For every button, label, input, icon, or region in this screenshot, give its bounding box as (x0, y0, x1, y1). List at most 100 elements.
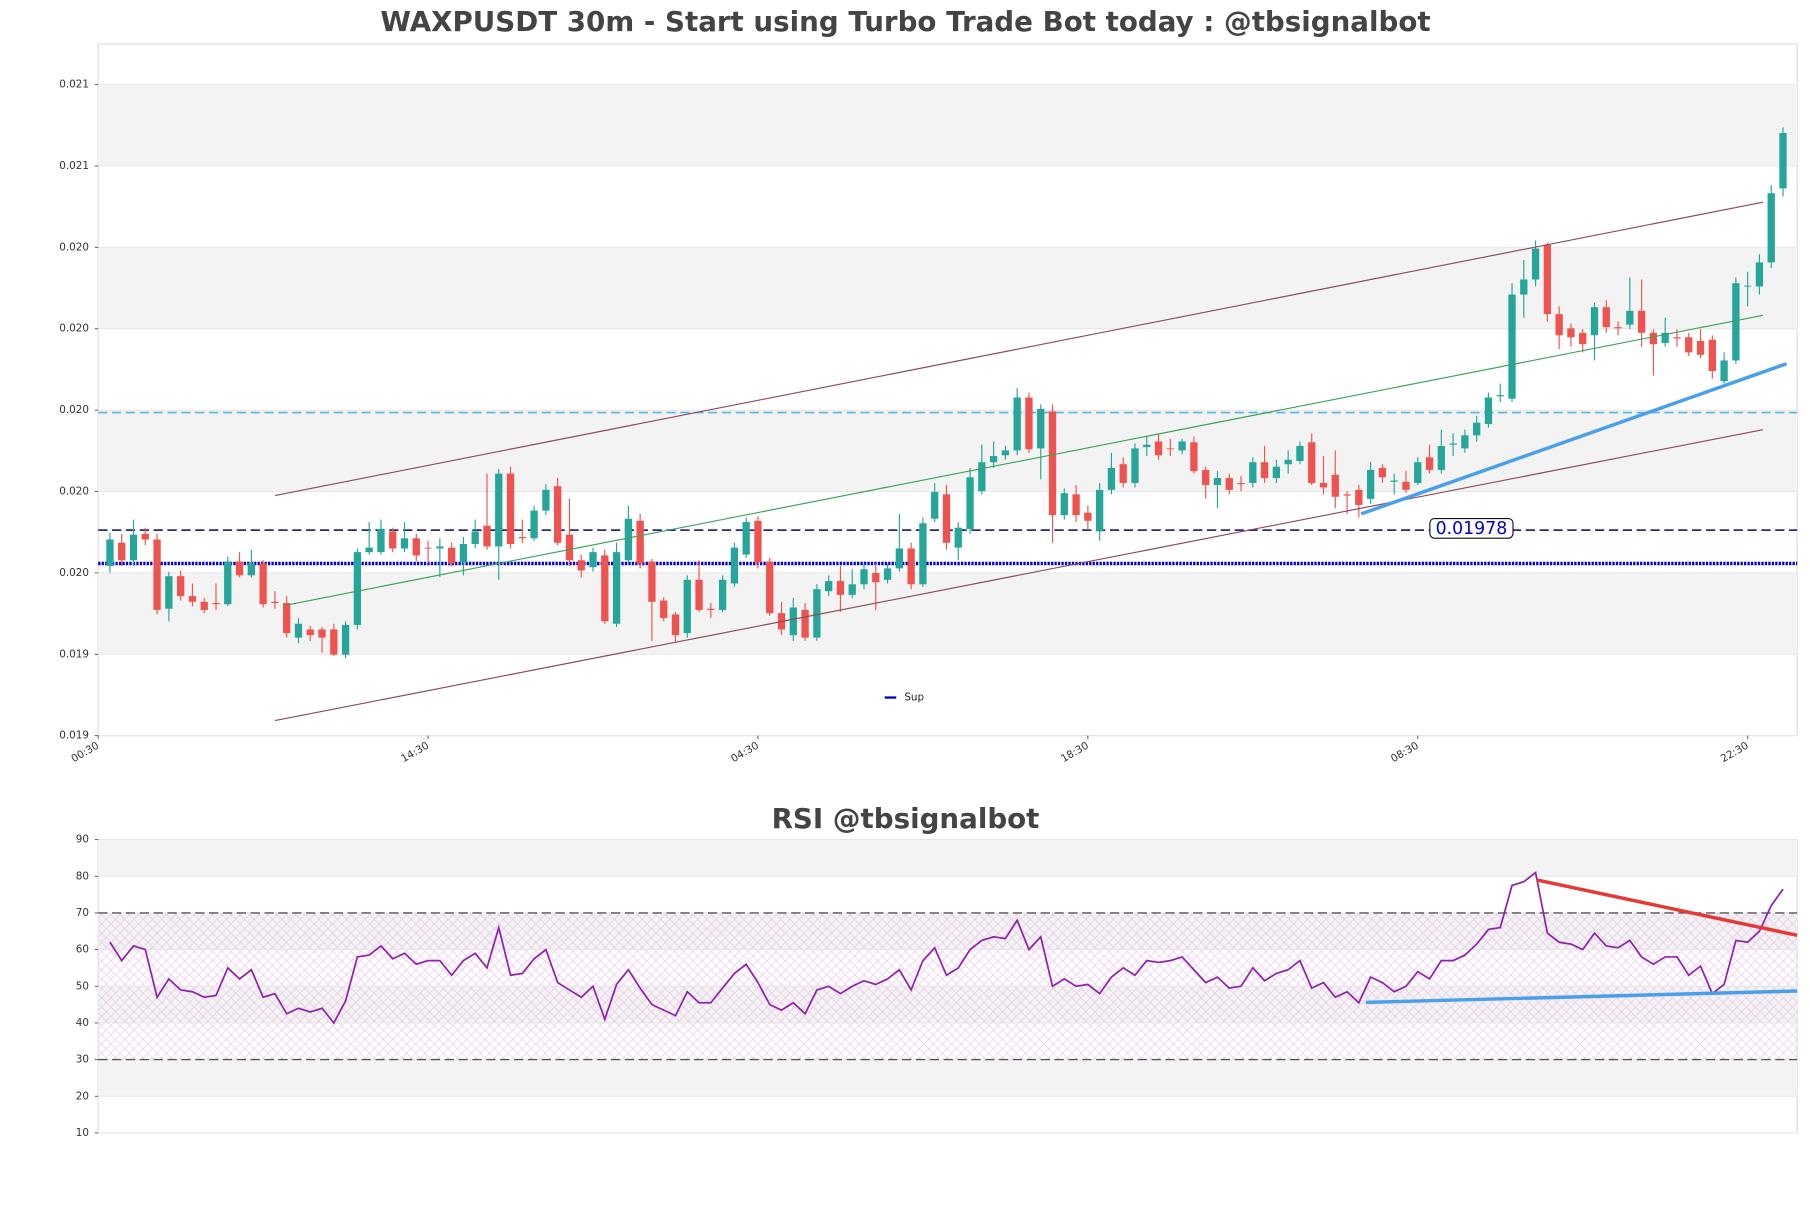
candle-body (1508, 294, 1516, 399)
candle-body (518, 537, 526, 539)
candle-body (601, 555, 609, 622)
candle-body (1249, 462, 1257, 483)
candle-body (836, 581, 845, 595)
candle-body (400, 538, 409, 549)
candle-body (389, 531, 397, 549)
y-tick-label: 10 (76, 1127, 89, 1139)
candle-body (848, 584, 856, 595)
candle-body (1060, 493, 1068, 516)
chart-title: WAXPUSDT 30m - Start using Turbo Trade B… (380, 5, 1430, 38)
candle-body (1649, 332, 1658, 345)
candle-body (506, 473, 515, 544)
x-tick-label: 00:30 (69, 740, 101, 765)
candle-body (424, 547, 432, 549)
trend-line (1360, 362, 1788, 516)
candle-body (1755, 262, 1764, 287)
candle-body (436, 546, 444, 549)
y-tick-label: 20 (76, 1090, 89, 1102)
x-tick-label: 08:30 (1389, 740, 1421, 765)
candle-body (1390, 480, 1398, 482)
candle-body (235, 561, 244, 576)
candle-body (176, 576, 185, 597)
candle-body (1520, 279, 1528, 295)
candle-body (1154, 441, 1163, 456)
candle-body (412, 538, 420, 556)
trend-line (1536, 878, 1798, 937)
candle-body (377, 528, 385, 553)
candle-body (447, 547, 456, 564)
candle-body (1720, 360, 1728, 382)
candle-body (1237, 482, 1245, 485)
candle-body (860, 569, 868, 585)
candle-body (1048, 411, 1057, 516)
candle-body (530, 510, 538, 539)
candle-body (129, 534, 138, 561)
grid-band (98, 572, 1798, 655)
candle-body (1343, 494, 1351, 496)
rsi-title: RSI @tbsignalbot (772, 802, 1040, 835)
candle-body (1637, 310, 1646, 333)
y-tick-label: 50 (76, 980, 89, 992)
y-tick-label: 0.021 (59, 79, 89, 91)
candle-body (931, 491, 939, 519)
candle-body (153, 539, 161, 610)
candle-body (1001, 450, 1010, 456)
candle-body (1590, 307, 1599, 336)
candle-body (200, 601, 208, 610)
candle-body (671, 614, 680, 636)
candle-body (919, 523, 927, 585)
x-tick-label: 14:30 (399, 740, 431, 765)
candle-body (1355, 489, 1363, 505)
candle-body (883, 568, 892, 580)
rsi-line (109, 871, 1784, 1025)
candle-body (1555, 314, 1563, 336)
candle-body (1378, 467, 1387, 478)
y-tick-label: 0.020 (59, 567, 89, 579)
candle-body (141, 533, 149, 540)
candle-body (1779, 133, 1787, 189)
candle-body (754, 520, 762, 563)
candle-body (1284, 459, 1292, 465)
candle-body (742, 522, 750, 555)
candle-body (118, 542, 126, 561)
candle-body (1366, 469, 1375, 499)
candle-body (954, 527, 962, 548)
trend-line (1365, 989, 1798, 1005)
candle-body (624, 518, 633, 561)
annotation-box (1429, 517, 1514, 539)
candle-body (1414, 462, 1422, 483)
candle-body (565, 534, 574, 561)
candle-body (247, 563, 255, 576)
candle-body (165, 576, 173, 609)
candle-body (1661, 332, 1669, 343)
candle-body (730, 547, 739, 584)
candle-body (306, 629, 314, 636)
candle-body (1178, 441, 1186, 451)
legend-label: Sup (904, 692, 924, 704)
x-tick-label: 22:30 (1719, 740, 1751, 765)
candle-body (813, 589, 821, 638)
candle-body (648, 561, 656, 602)
candle-body (341, 624, 350, 655)
candle-body (1614, 327, 1622, 329)
candle-body (106, 539, 114, 566)
candle-body (1190, 442, 1198, 472)
y-tick-label: 0.020 (59, 323, 89, 335)
x-tick-label: 18:30 (1059, 740, 1091, 765)
candle-body (1308, 442, 1316, 483)
candle-body (330, 629, 338, 655)
candle-body (1543, 244, 1552, 315)
candle-body (1744, 285, 1752, 287)
candle-body (365, 547, 373, 553)
candle-body (188, 596, 197, 602)
candle-body (353, 552, 362, 625)
grid-band (98, 839, 1798, 877)
candle-body (1213, 478, 1222, 485)
candle-body (825, 581, 833, 592)
candle-body (895, 548, 904, 569)
candle-body (1095, 489, 1104, 532)
candle-body (1696, 340, 1705, 355)
candle-body (212, 602, 220, 605)
y-tick-label: 0.020 (59, 486, 89, 498)
